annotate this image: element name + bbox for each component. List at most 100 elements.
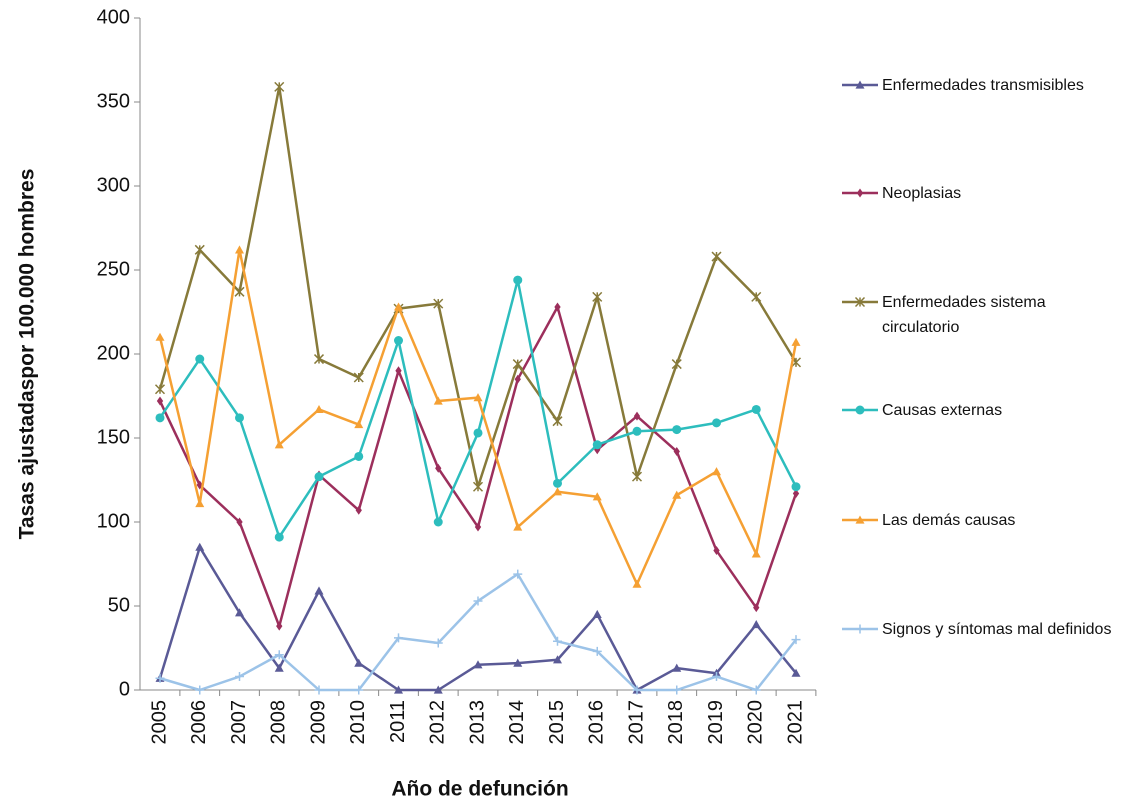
point	[473, 428, 483, 438]
point	[473, 660, 483, 669]
x-tick-label: 2006	[188, 700, 210, 745]
point	[435, 463, 442, 473]
point	[553, 655, 562, 664]
x-tick-label: 2015	[546, 700, 568, 745]
point	[274, 650, 284, 660]
point	[592, 609, 602, 618]
point	[553, 487, 562, 496]
point	[155, 413, 165, 423]
legend-swatch	[842, 405, 878, 415]
point	[791, 635, 801, 645]
point	[592, 440, 602, 450]
point	[235, 608, 244, 617]
y-tick-label: 0	[119, 678, 130, 700]
point	[354, 420, 364, 429]
point	[792, 488, 800, 498]
y-tick-label: 300	[97, 174, 130, 196]
point	[194, 244, 205, 255]
legend-item: Las demás causas	[840, 508, 1112, 533]
point	[313, 354, 325, 365]
y-tick-label: 150	[97, 426, 130, 448]
point	[671, 359, 682, 370]
point	[353, 372, 364, 383]
point	[855, 80, 865, 89]
point	[673, 446, 680, 456]
point	[554, 302, 561, 312]
point	[514, 374, 521, 384]
point	[513, 658, 523, 667]
point	[513, 522, 523, 531]
legend-swatch	[842, 515, 878, 524]
series-line	[158, 278, 798, 539]
point	[513, 569, 523, 579]
chart: Año de defunción Tasas ajustadaspor 100.…	[16, 6, 817, 801]
legend-swatch	[842, 188, 878, 198]
point	[791, 482, 801, 492]
legend-swatch	[842, 296, 878, 308]
x-tick-label: 2009	[307, 700, 329, 745]
point	[713, 546, 720, 556]
point	[751, 685, 761, 695]
point	[433, 298, 444, 309]
x-tick-label: 2005	[148, 700, 170, 745]
point	[314, 472, 324, 482]
x-tick-label: 2018	[665, 700, 687, 745]
x-tick-label: 2017	[625, 700, 647, 745]
y-tick-label: 350	[97, 90, 130, 112]
point	[632, 426, 642, 436]
point	[512, 359, 523, 370]
x-tick-label: 2020	[745, 700, 767, 745]
point	[274, 663, 284, 672]
point	[274, 81, 285, 92]
point	[712, 467, 721, 476]
point	[474, 522, 482, 532]
legend-label: Enfermedades transmisibles	[882, 77, 1084, 94]
point	[195, 542, 205, 551]
point	[155, 332, 165, 341]
point	[632, 579, 642, 588]
point	[433, 685, 443, 694]
point	[751, 291, 762, 302]
point	[394, 336, 403, 346]
x-tick-label: 2016	[586, 700, 608, 745]
y-axis-title: Tasas ajustadaspor 100.000 hombres	[16, 169, 39, 540]
point	[394, 302, 403, 311]
point	[156, 396, 164, 406]
x-tick-label: 2014	[506, 700, 528, 745]
point	[274, 440, 284, 449]
x-axis-title: Año de defunción	[391, 778, 568, 801]
legend-label: Enfermedades sistema circulatorio	[882, 294, 1046, 336]
point	[712, 672, 721, 682]
point	[433, 396, 443, 405]
point	[236, 517, 243, 527]
legend-swatch	[842, 80, 878, 89]
point	[791, 668, 801, 677]
x-tick-label: 2010	[347, 700, 369, 745]
legend-item: Enfermedades transmisibles	[840, 73, 1112, 98]
x-tick-label: 2007	[228, 700, 250, 745]
point	[552, 416, 563, 427]
y-tick-label: 250	[97, 258, 130, 280]
point	[631, 471, 643, 482]
point	[791, 337, 801, 346]
point	[394, 685, 403, 694]
point	[513, 275, 523, 285]
legend-label: Causas externas	[882, 402, 1003, 419]
point	[473, 393, 483, 402]
y-tick-label: 50	[108, 594, 130, 616]
point	[753, 603, 760, 613]
x-tick-label: 2013	[466, 700, 488, 745]
point	[592, 646, 602, 656]
x-tick-label: 2021	[784, 700, 806, 745]
x-tick-label: 2011	[387, 700, 409, 743]
x-tick-label: 2019	[705, 700, 727, 745]
point	[855, 405, 865, 415]
point	[354, 685, 364, 695]
point	[314, 586, 324, 595]
point	[354, 658, 364, 667]
legend-swatch	[842, 624, 878, 634]
point	[195, 685, 205, 695]
point	[472, 481, 484, 492]
legend-item: Enfermedades sistema circulatorio	[840, 290, 1112, 340]
point	[712, 418, 721, 428]
